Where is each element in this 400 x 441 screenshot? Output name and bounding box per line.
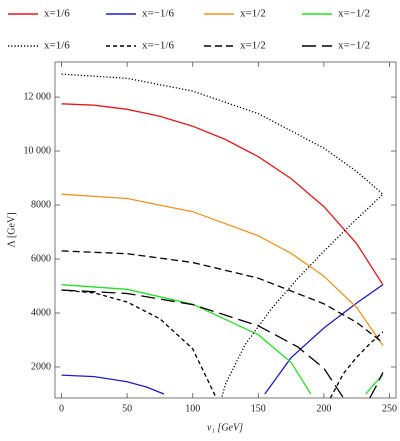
y-tick-label: 8000: [31, 199, 51, 210]
legend-label: x=1/2: [240, 40, 266, 52]
x-tick-label: 250: [382, 403, 397, 414]
legend-label: x=1/6: [44, 40, 70, 52]
legend-label: x=1/2: [240, 8, 266, 20]
series-line: [61, 250, 384, 344]
legend-label: x=−1/2: [338, 8, 370, 20]
legend-label: x=−1/6: [142, 40, 174, 52]
y-axis-label: Λ [GeV]: [6, 212, 17, 247]
legend-label: x=−1/2: [338, 40, 370, 52]
series-line: [61, 289, 384, 399]
series-line: [61, 73, 384, 399]
x-tick-label: 50: [122, 403, 132, 414]
x-tick-label: 100: [185, 403, 200, 414]
x-axis-label: v₁ [GeV]: [207, 422, 243, 433]
y-tick-label: 6000: [31, 253, 51, 264]
x-tick-label: 0: [59, 403, 64, 414]
y-tick-label: 12 000: [24, 91, 52, 102]
series-line: [61, 103, 384, 286]
series-line: [61, 284, 384, 395]
y-tick-label: 10 000: [24, 145, 52, 156]
series-line: [61, 284, 384, 395]
legend-label: x=−1/6: [142, 8, 174, 20]
legend-label: x=1/6: [44, 8, 70, 20]
y-tick-label: 2000: [31, 361, 51, 372]
x-tick-label: 150: [251, 403, 266, 414]
series-line: [61, 193, 384, 346]
x-tick-label: 200: [316, 403, 331, 414]
series-line: [61, 289, 384, 399]
plot-frame: [54, 61, 397, 399]
y-tick-label: 4000: [31, 307, 51, 318]
